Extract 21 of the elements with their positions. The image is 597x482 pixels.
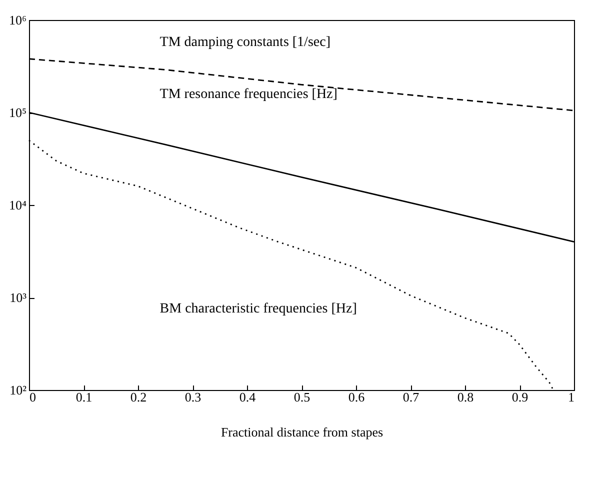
annotation: TM resonance frequencies [Hz] (160, 87, 338, 102)
y-tick-label: 10³ (10, 290, 27, 305)
x-tick-label: 0.8 (457, 390, 474, 404)
x-tick-label: 0.3 (184, 390, 202, 404)
annotation: BM characteristic frequencies [Hz] (160, 302, 357, 317)
x-tick-label: 0 (30, 390, 36, 404)
annotation: TM damping constants [1/sec] (160, 35, 330, 50)
y-tick-label: 10² (10, 382, 27, 398)
x-tick-label: 0.6 (348, 390, 366, 404)
x-axis-title: Fractional distance from stapes (220, 424, 384, 440)
x-tick-label: 1 (568, 390, 574, 404)
y-tick-label: 10⁶ (8, 12, 26, 28)
line-series (28, 140, 554, 391)
x-tick-label: 0.4 (239, 390, 256, 404)
x-tick-label: 0.7 (402, 390, 420, 404)
x-tick-label: 0.5 (294, 390, 310, 404)
x-tick-label: 0.1 (76, 390, 92, 404)
y-tick-label: 10⁴ (8, 198, 27, 212)
x-tick-label: 0.9 (512, 390, 528, 404)
y-tick-label: 10⁵ (8, 105, 26, 120)
x-tick-label: 0.2 (130, 390, 147, 404)
